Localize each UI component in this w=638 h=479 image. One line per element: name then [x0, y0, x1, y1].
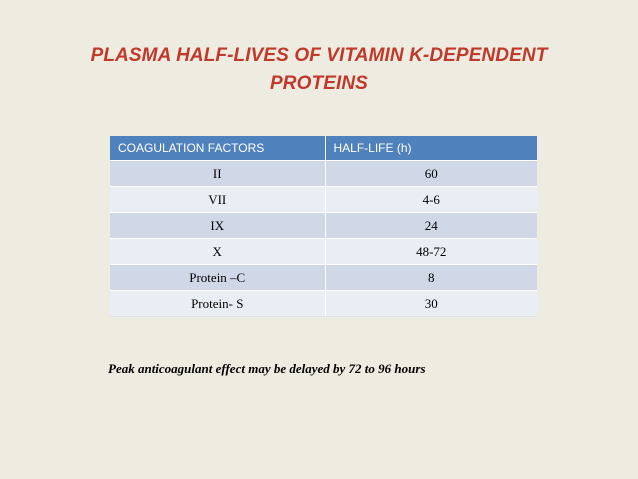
half-life-cell: 24	[325, 212, 537, 239]
half-life-table: COAGULATION FACTORS HALF-LIFE (h) II 60 …	[110, 136, 537, 317]
data-table: COAGULATION FACTORS HALF-LIFE (h) II 60 …	[110, 136, 537, 317]
footnote: Peak anticoagulant effect may be delayed…	[108, 361, 426, 376]
half-life-cell: 60	[325, 160, 537, 187]
header-coagulation-factors: COAGULATION FACTORS	[110, 136, 326, 161]
table-row: IX 24	[110, 212, 537, 239]
half-life-cell: 4-6	[325, 186, 537, 213]
half-life-cell: 48-72	[325, 238, 537, 265]
factor-cell: IX	[110, 212, 326, 239]
table-row: X 48-72	[110, 238, 537, 265]
half-life-cell: 30	[325, 290, 537, 317]
table-row: Protein –C 8	[110, 264, 537, 291]
factor-cell: II	[110, 160, 326, 187]
factor-cell: X	[110, 238, 326, 265]
table-header-row: COAGULATION FACTORS HALF-LIFE (h)	[110, 136, 537, 161]
factor-cell: Protein –C	[110, 264, 326, 291]
half-life-cell: 8	[325, 264, 537, 291]
slide-title: PLASMA HALF-LIVES OF VITAMIN K-DEPENDENT…	[90, 45, 548, 94]
factor-cell: VII	[110, 186, 326, 213]
table-row: Protein- S 30	[110, 290, 537, 317]
table-row: VII 4-6	[110, 186, 537, 213]
header-half-life: HALF-LIFE (h)	[325, 136, 537, 161]
factor-cell: Protein- S	[110, 290, 326, 317]
table-row: II 60	[110, 160, 537, 187]
